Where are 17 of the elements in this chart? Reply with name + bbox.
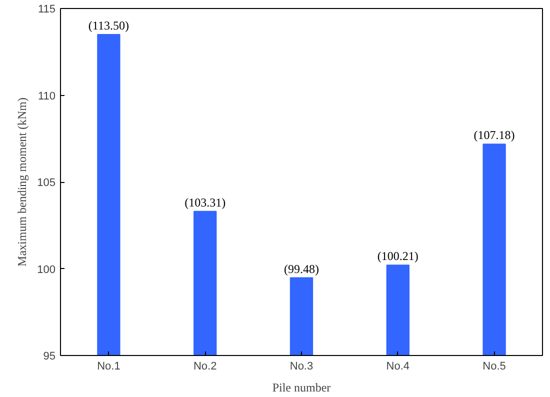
y-axis-title: Maximum bending moment (kNm) [15,98,30,266]
y-tick-label: 105 [37,177,56,189]
x-axis-title: Pile number [272,380,331,394]
data-label: (113.50) [88,18,129,33]
data-label: (100.21) [377,249,418,264]
x-tick-label: No.3 [290,360,314,372]
x-tick-label: No.2 [193,360,217,372]
y-tick-label: 100 [37,264,56,276]
data-label: (99.48) [284,262,320,276]
y-tick-label: 115 [38,4,56,16]
data-label: (107.18) [474,128,515,142]
x-tick-label: No.5 [482,360,506,372]
x-tick-label: No.4 [386,360,410,372]
y-tick-label: 110 [38,90,56,102]
y-tick-label: 95 [43,350,56,362]
x-tick-label: No.1 [97,360,120,372]
data-label: (103.31) [184,195,226,210]
